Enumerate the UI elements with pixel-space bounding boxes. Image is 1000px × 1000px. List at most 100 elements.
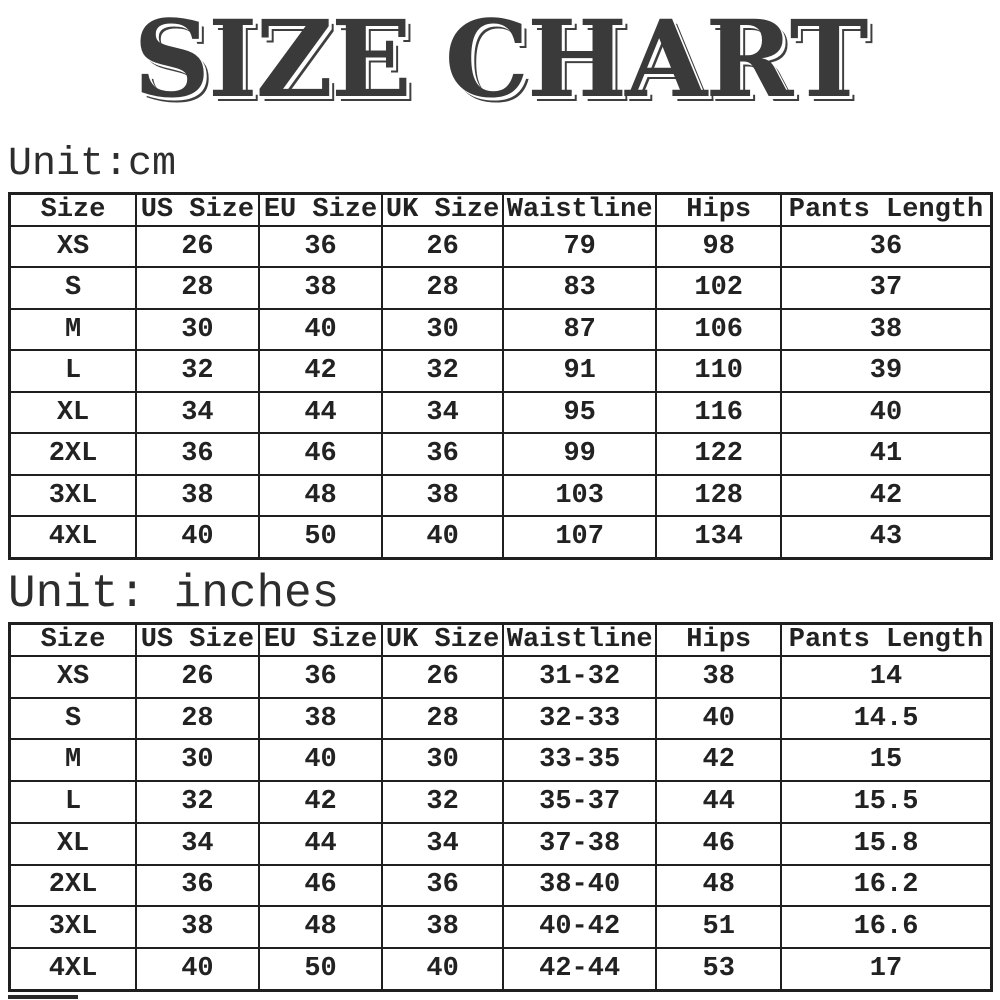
table-cell: 38	[655, 655, 783, 699]
table-cell: 40	[257, 307, 384, 352]
table-cell: 42-44	[501, 947, 658, 992]
table-cell: 40	[381, 515, 504, 560]
table-cell: 33-35	[501, 738, 658, 783]
table-cell: XL	[8, 390, 138, 435]
table-cell: 110	[655, 349, 783, 393]
table-cell: 26	[381, 655, 504, 699]
table-cell: 42	[655, 738, 783, 783]
table-row: 4XL 40 50 40 107 134 43	[8, 515, 993, 560]
table-cell: 3XL	[8, 473, 138, 518]
table-cell: 50	[257, 515, 384, 560]
table-cell: 34	[135, 390, 260, 435]
table-cell: 30	[381, 307, 504, 352]
table-cell: 48	[257, 905, 384, 950]
column-header: Size	[8, 192, 138, 227]
table-row: 4XL 40 50 40 42-44 53 17	[8, 947, 993, 992]
table-cell: 107	[501, 515, 658, 560]
table-cell: 32	[135, 780, 260, 824]
table-header-row: Size US Size EU Size UK Size Waistline Hips Pa…	[8, 622, 993, 657]
table-cell: 15.8	[780, 821, 993, 866]
table-cell: 83	[501, 266, 658, 310]
table-cell: 14.5	[780, 696, 993, 741]
table-cell: XS	[8, 655, 138, 699]
table-cell: 37-38	[501, 821, 658, 866]
table-cell: 40	[135, 515, 260, 560]
column-header: Waistline	[501, 192, 658, 227]
table-cell: 116	[655, 390, 783, 435]
table-cell: 3XL	[8, 905, 138, 950]
table-cell: 102	[655, 266, 783, 310]
table-cell: 31-32	[501, 655, 658, 699]
column-header: UK Size	[381, 192, 504, 227]
table-cell: 38	[257, 266, 384, 310]
table-cell: 28	[381, 266, 504, 310]
table-cell: 32	[381, 349, 504, 393]
table-cell: S	[8, 696, 138, 741]
size-table-inches: Size US Size EU Size UK Size Waistline Hips Pa…	[8, 622, 993, 992]
table-cell: 51	[655, 905, 783, 950]
table-cell: 79	[501, 224, 658, 269]
table-cell: 34	[381, 821, 504, 866]
table-cell: XL	[8, 821, 138, 866]
table-cell: 44	[257, 821, 384, 866]
table-cell: 44	[655, 780, 783, 824]
column-header: UK Size	[381, 622, 504, 657]
table-cell: 95	[501, 390, 658, 435]
table-cell: 30	[135, 738, 260, 783]
table-cell: XS	[8, 224, 138, 269]
table-cell: 4XL	[8, 515, 138, 560]
table-cell: 40	[780, 390, 993, 435]
table-row: S 28 38 28 83 102 37	[8, 266, 993, 310]
table-cell: 128	[655, 473, 783, 518]
table-cell: 16.2	[780, 863, 993, 908]
table-cell: S	[8, 266, 138, 310]
table-cell: 46	[257, 863, 384, 908]
table-row: 2XL 36 46 36 99 122 41	[8, 432, 993, 476]
unit-label-inches: Unit: inches	[8, 568, 340, 620]
table-cell: 134	[655, 515, 783, 560]
table-cell: 2XL	[8, 432, 138, 476]
table-cell: 32	[381, 780, 504, 824]
column-header: Hips	[655, 622, 783, 657]
table-cell: 103	[501, 473, 658, 518]
table-cell: 42	[257, 349, 384, 393]
table-row: L 32 42 32 35-37 44 15.5	[8, 780, 993, 824]
table-cell: 26	[135, 655, 260, 699]
table-cell: 30	[135, 307, 260, 352]
table-cell: 36	[135, 432, 260, 476]
table-cell: L	[8, 780, 138, 824]
table-cell: 46	[257, 432, 384, 476]
column-header: EU Size	[257, 622, 384, 657]
table-cell: 38	[381, 473, 504, 518]
table-row: XS 26 36 26 31-32 38 14	[8, 655, 993, 699]
table-cell: 50	[257, 947, 384, 992]
table-cell: 42	[780, 473, 993, 518]
table-cell: 38	[135, 905, 260, 950]
table-cell: 30	[381, 738, 504, 783]
table-cell: 44	[257, 390, 384, 435]
table-cell: 15.5	[780, 780, 993, 824]
table-cell: 91	[501, 349, 658, 393]
table-cell: 26	[381, 224, 504, 269]
table-cell: 40	[135, 947, 260, 992]
table-cell: 36	[381, 863, 504, 908]
table-cell: 36	[257, 224, 384, 269]
table-cell: 26	[135, 224, 260, 269]
column-header: US Size	[135, 192, 260, 227]
table-row: XL 34 44 34 37-38 46 15.8	[8, 821, 993, 866]
table-row: L 32 42 32 91 110 39	[8, 349, 993, 393]
table-cell: 40	[257, 738, 384, 783]
table-cell: 48	[655, 863, 783, 908]
table-cell: 38-40	[501, 863, 658, 908]
table-cell: 87	[501, 307, 658, 352]
table-cell: 39	[780, 349, 993, 393]
table-cell: 32	[135, 349, 260, 393]
column-header: Pants Length	[780, 192, 993, 227]
table-cell: M	[8, 307, 138, 352]
table-cell: 42	[257, 780, 384, 824]
table-row: 3XL 38 48 38 40-42 51 16.6	[8, 905, 993, 950]
table-cell: 38	[135, 473, 260, 518]
column-header: EU Size	[257, 192, 384, 227]
table-cell: M	[8, 738, 138, 783]
